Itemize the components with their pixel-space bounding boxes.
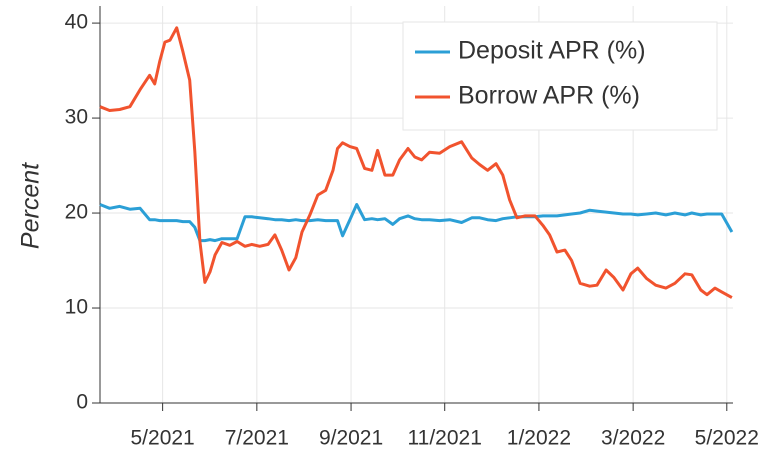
x-tick-label: 3/2022 (601, 427, 665, 450)
x-tick-label: 11/2021 (408, 427, 482, 450)
x-tick-label: 7/2021 (225, 427, 289, 450)
y-tick-label: 40 (65, 11, 88, 34)
legend-label: Deposit APR (%) (458, 37, 646, 65)
y-axis-label: Percent (17, 162, 45, 249)
legend: Deposit APR (%) Borrow APR (%) (402, 21, 718, 131)
legend-box (402, 21, 718, 131)
x-tick-label: 5/2022 (695, 427, 759, 450)
x-tick-label: 5/2021 (131, 427, 195, 450)
y-tick-label: 20 (65, 201, 88, 224)
series-line (99, 203, 734, 243)
legend-label: Borrow APR (%) (458, 82, 640, 110)
x-tick-label: 9/2021 (319, 427, 383, 450)
y-tick-label: 0 (76, 391, 88, 414)
y-tick-label: 30 (65, 106, 88, 129)
x-tick-label: 1/2022 (507, 427, 571, 450)
y-tick-label: 10 (65, 296, 88, 319)
series-line (99, 26, 733, 299)
